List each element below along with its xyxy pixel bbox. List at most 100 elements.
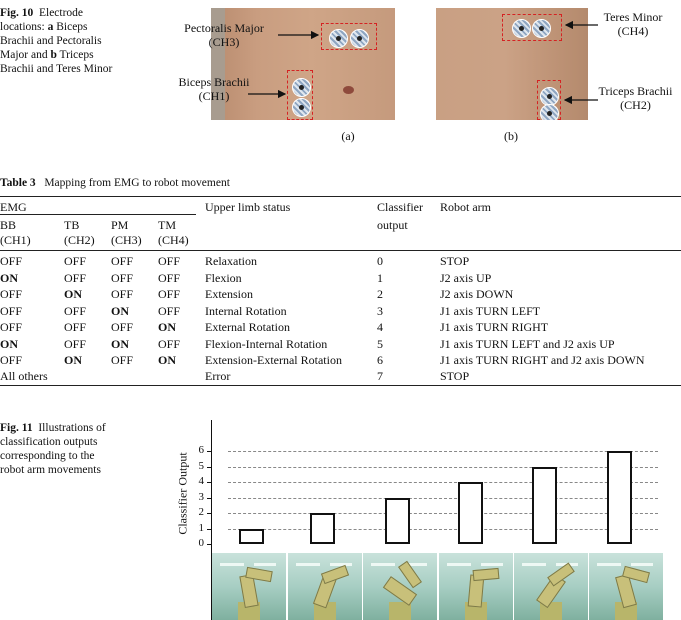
label-triceps-brachii: Triceps Brachii (CH2) bbox=[598, 84, 673, 112]
y-tick-label: 4 bbox=[198, 475, 205, 487]
table-cell-out: 4 bbox=[377, 320, 383, 334]
table-bottom-rule bbox=[0, 385, 681, 386]
table-cell-robot: J2 axis UP bbox=[440, 270, 492, 285]
table-cell-out: 2 bbox=[377, 287, 383, 301]
table-cell-out: 0 bbox=[377, 254, 383, 268]
table-cell-tb: OFF bbox=[64, 303, 87, 318]
bar-output-4 bbox=[458, 482, 483, 544]
header-upper-limb-status: Upper limb status bbox=[205, 200, 291, 214]
robot-arm-photo-3 bbox=[363, 553, 437, 620]
header-emg: EMG bbox=[0, 200, 27, 214]
bar-output-2 bbox=[310, 513, 335, 544]
subfigure-a-label: (a) bbox=[341, 129, 355, 143]
header-robot-arm: Robot arm bbox=[440, 200, 491, 214]
header-tm: TM (CH4) bbox=[158, 218, 189, 247]
table-cell-bb: OFF bbox=[0, 353, 23, 367]
table-cell-robot: J1 axis TURN RIGHT bbox=[440, 320, 549, 334]
table-cell-status: Flexion-Internal Rotation bbox=[205, 336, 328, 351]
table-cell-tb: OFF bbox=[64, 336, 87, 351]
table-cell-status: Extension bbox=[205, 287, 253, 301]
table-cell-bb: OFF bbox=[0, 254, 23, 268]
table-cell-pm: OFF bbox=[111, 254, 134, 268]
y-axis-line bbox=[211, 420, 212, 620]
y-tick-mark bbox=[207, 544, 212, 545]
nipple bbox=[343, 86, 354, 94]
y-tick-label: 6 bbox=[198, 444, 205, 456]
table-header-rule bbox=[0, 250, 681, 251]
table-cell-tm: OFF bbox=[158, 303, 181, 318]
y-tick-mark bbox=[207, 528, 212, 530]
table-cell-out: 3 bbox=[377, 303, 383, 318]
table-cell-robot: STOP bbox=[440, 254, 470, 268]
bar-output-1 bbox=[239, 528, 264, 544]
table-cell-tm: OFF bbox=[158, 287, 181, 301]
electrode-ch2-b bbox=[540, 104, 559, 120]
gridline bbox=[228, 513, 658, 514]
teres-electrode-box bbox=[502, 14, 562, 41]
table-cell-bb: OFF bbox=[0, 303, 23, 318]
table-cell-tb: ON bbox=[64, 353, 82, 367]
y-tick-label: 0 bbox=[198, 537, 205, 549]
pectoralis-electrode-box bbox=[321, 23, 377, 50]
table-cell-status: Flexion bbox=[205, 270, 242, 285]
subfigure-b-label: (b) bbox=[504, 129, 518, 143]
table-top-rule bbox=[0, 196, 681, 197]
robot-arm-photo-4 bbox=[439, 553, 513, 620]
table3-title: Table 3 Mapping from EMG to robot moveme… bbox=[0, 177, 230, 189]
gridline bbox=[228, 482, 658, 483]
label-pectoralis-major: Pectoralis Major (CH3) bbox=[184, 21, 264, 49]
table-cell-status: External Rotation bbox=[205, 320, 290, 334]
table-cell-robot: J1 axis TURN LEFT and J2 axis UP bbox=[440, 336, 615, 351]
biceps-electrode-box bbox=[287, 70, 313, 120]
last-row-status: Error bbox=[205, 369, 231, 383]
last-row-emg: All others bbox=[0, 369, 48, 383]
table-cell-bb: OFF bbox=[0, 320, 23, 334]
label-teres-minor: Teres Minor (CH4) bbox=[603, 10, 663, 38]
electrode-ch3-b bbox=[350, 29, 369, 48]
last-row-output: 7 bbox=[377, 369, 383, 383]
table-cell-robot: J1 axis TURN RIGHT and J2 axis DOWN bbox=[440, 353, 645, 367]
table-cell-out: 1 bbox=[377, 270, 383, 285]
robot-arm-photo-2 bbox=[288, 553, 362, 620]
y-axis-label: Classifier Output bbox=[175, 452, 190, 535]
electrode-ch1-a bbox=[292, 78, 311, 97]
table-cell-robot: J1 axis TURN LEFT bbox=[440, 303, 541, 318]
y-tick-mark bbox=[207, 513, 212, 514]
table-cell-pm: ON bbox=[111, 336, 129, 351]
table-cell-bb: ON bbox=[0, 270, 18, 285]
header-tb: TB (CH2) bbox=[64, 218, 95, 247]
table-cell-status: Extension-External Rotation bbox=[205, 353, 342, 367]
emg-subheader-rule bbox=[0, 214, 196, 215]
table-cell-tb: ON bbox=[64, 287, 82, 301]
y-tick-mark bbox=[207, 482, 212, 483]
electrode-ch1-b bbox=[292, 98, 311, 117]
gridline bbox=[228, 451, 658, 452]
y-tick-label: 2 bbox=[198, 506, 205, 518]
bar-output-5 bbox=[532, 466, 557, 544]
table-cell-bb: ON bbox=[0, 336, 18, 351]
table-cell-tb: OFF bbox=[64, 254, 87, 268]
table-cell-pm: ON bbox=[111, 303, 129, 318]
fig10-arrows bbox=[248, 20, 598, 105]
table-cell-tm: OFF bbox=[158, 254, 181, 268]
robot-arm-photo-5 bbox=[514, 553, 588, 620]
bar-output-6 bbox=[607, 451, 632, 544]
bar-output-3 bbox=[385, 497, 410, 544]
header-bb: BB (CH1) bbox=[0, 218, 31, 247]
y-tick-label: 3 bbox=[198, 490, 205, 503]
table-cell-out: 5 bbox=[377, 336, 383, 351]
y-tick-mark bbox=[207, 497, 212, 499]
last-row-robot: STOP bbox=[440, 369, 470, 383]
photo-front-torso bbox=[211, 8, 395, 120]
table-cell-pm: OFF bbox=[111, 270, 134, 285]
table-cell-status: Internal Rotation bbox=[205, 303, 287, 318]
fig11-caption: Fig. 11 Illustrations of classification … bbox=[0, 422, 106, 476]
table-cell-tm: ON bbox=[158, 320, 176, 334]
y-tick-mark bbox=[207, 466, 212, 468]
table-cell-robot: J2 axis DOWN bbox=[440, 287, 514, 301]
gridline bbox=[228, 466, 658, 468]
header-classifier-output: Classifier output bbox=[377, 200, 423, 232]
gridline bbox=[228, 497, 658, 499]
robot-arm-photo-6 bbox=[589, 553, 663, 620]
photo-back-torso bbox=[436, 8, 588, 120]
